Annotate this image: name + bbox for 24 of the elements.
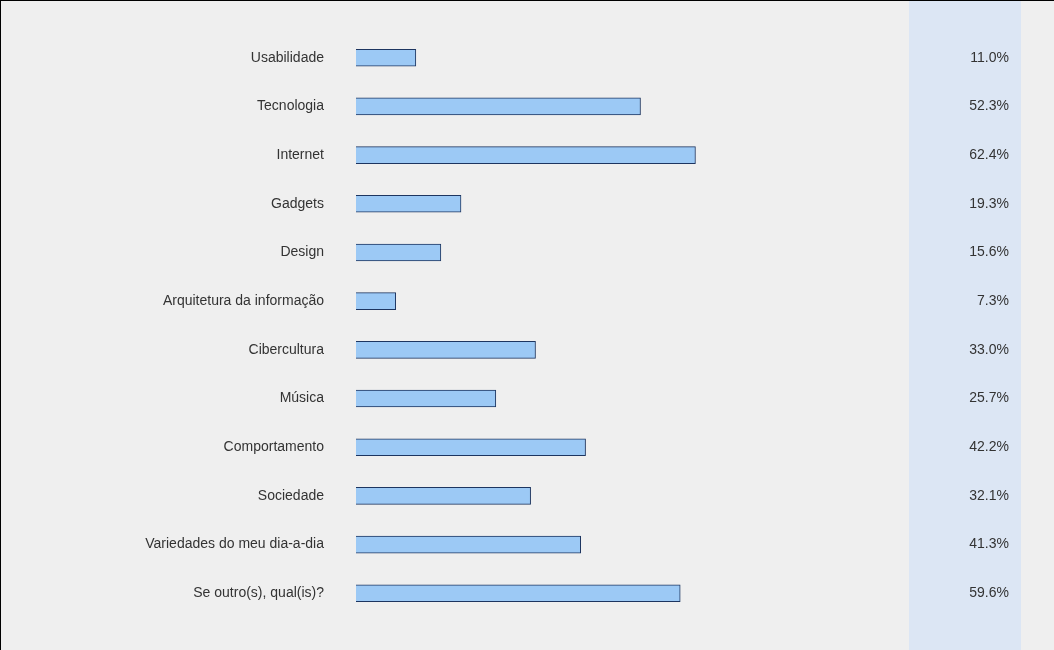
y-tick-label: Música — [279, 389, 325, 406]
data-label: 33.0% — [969, 340, 1009, 357]
y-tick-label: Sociedade — [257, 486, 325, 503]
y-tick-label: Se outro(s), qual(is)? — [193, 584, 325, 601]
data-label: 25.7% — [969, 389, 1009, 406]
y-tick-label: Design — [280, 243, 324, 260]
data-label: 41.3% — [969, 535, 1009, 552]
y-tick-label: Internet — [276, 145, 325, 162]
y-tick-label: Tecnologia — [257, 97, 325, 114]
y-tick-label: Variedades do meu dia-a-dia — [145, 535, 325, 552]
data-label: 52.3% — [969, 97, 1009, 114]
y-tick-label: Usabilidade — [250, 48, 325, 65]
data-label: 7.3% — [977, 292, 1009, 309]
y-tick-label: Comportamento — [223, 438, 325, 455]
data-label: 19.3% — [969, 194, 1009, 211]
data-label: 11.0% — [970, 48, 1009, 65]
data-label: 59.6% — [969, 584, 1009, 601]
data-label: 15.6% — [969, 243, 1009, 260]
data-label: 42.2% — [969, 438, 1009, 455]
y-tick-label: Arquitetura da informação — [162, 292, 325, 309]
data-label: 62.4% — [969, 145, 1009, 162]
y-tick-label: Gadgets — [271, 194, 324, 211]
y-tick-label: Cibercultura — [248, 340, 325, 357]
data-label: 32.1% — [969, 486, 1009, 503]
